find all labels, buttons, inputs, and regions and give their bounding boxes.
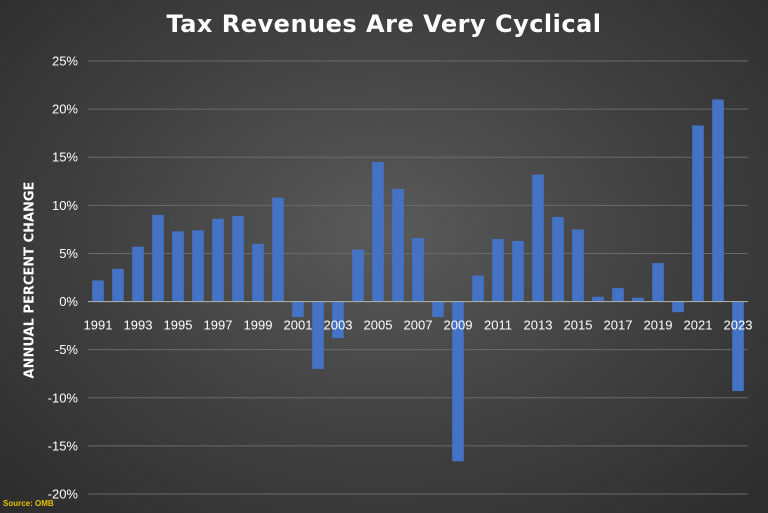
- bar-2011: [492, 239, 504, 302]
- x-tick-label: 2011: [484, 318, 512, 333]
- x-tick-label: 2021: [684, 318, 713, 333]
- bar-1997: [212, 218, 224, 302]
- bar-2017: [612, 288, 624, 302]
- y-tick-label: 25%: [52, 54, 78, 69]
- y-tick-label: -10%: [48, 390, 79, 405]
- bar-2008: [432, 301, 444, 317]
- bar-2007: [412, 238, 424, 302]
- bar-2001: [292, 301, 304, 317]
- bar-2021: [692, 125, 704, 302]
- x-tick-label: 2023: [724, 318, 753, 333]
- x-tick-label: 2007: [404, 318, 433, 333]
- bar-2022: [712, 99, 724, 302]
- bar-2012: [512, 240, 524, 302]
- x-tick-label: 1993: [124, 318, 153, 333]
- bar-2000: [272, 197, 284, 302]
- bar-1996: [192, 230, 204, 302]
- bar-2013: [532, 174, 544, 302]
- y-tick-label: 0%: [59, 294, 78, 309]
- bar-1998: [232, 215, 244, 302]
- bar-1993: [132, 246, 144, 302]
- bar-1999: [252, 243, 264, 302]
- bar-1994: [152, 214, 164, 302]
- x-tick-label: 2003: [324, 318, 353, 333]
- bar-2019: [652, 263, 664, 302]
- source-note: Source: OMB: [3, 499, 54, 508]
- bar-2020: [672, 301, 684, 313]
- bar-2009: [452, 301, 464, 462]
- y-tick-label: 5%: [59, 246, 78, 261]
- bar-1995: [172, 231, 184, 302]
- x-tick-label: 1997: [204, 318, 233, 333]
- x-tick-label: 1991: [84, 318, 113, 333]
- x-tick-label: 2013: [524, 318, 553, 333]
- bar-2002: [312, 301, 324, 369]
- bar-2004: [352, 249, 364, 302]
- bar-2005: [372, 162, 384, 302]
- y-tick-label: 10%: [52, 198, 78, 213]
- bar-2006: [392, 188, 404, 302]
- x-tick-label: 2009: [444, 318, 473, 333]
- bar-2023: [732, 301, 744, 392]
- x-tick-label: 1995: [164, 318, 193, 333]
- x-tick-label: 2019: [644, 318, 673, 333]
- y-tick-label: -5%: [55, 342, 79, 357]
- x-tick-label: 2015: [564, 318, 593, 333]
- x-tick-label: 2001: [284, 318, 313, 333]
- x-tick-label: 2017: [604, 318, 633, 333]
- bar-2016: [592, 296, 604, 302]
- y-tick-label: 20%: [52, 102, 78, 117]
- bar-2003: [332, 301, 344, 339]
- bar-2014: [552, 216, 564, 302]
- bar-2010: [472, 275, 484, 302]
- y-tick-label: -20%: [48, 487, 79, 502]
- bar-2018: [632, 297, 644, 302]
- bar-2015: [572, 229, 584, 302]
- chart-title: Tax Revenues Are Very Cyclical: [166, 10, 602, 38]
- x-tick-label: 2005: [364, 318, 393, 333]
- bar-1991: [92, 280, 104, 302]
- bar-1992: [112, 268, 124, 302]
- x-tick-label: 1999: [244, 318, 273, 333]
- y-tick-label: 15%: [52, 150, 78, 165]
- y-tick-label: -15%: [48, 438, 79, 453]
